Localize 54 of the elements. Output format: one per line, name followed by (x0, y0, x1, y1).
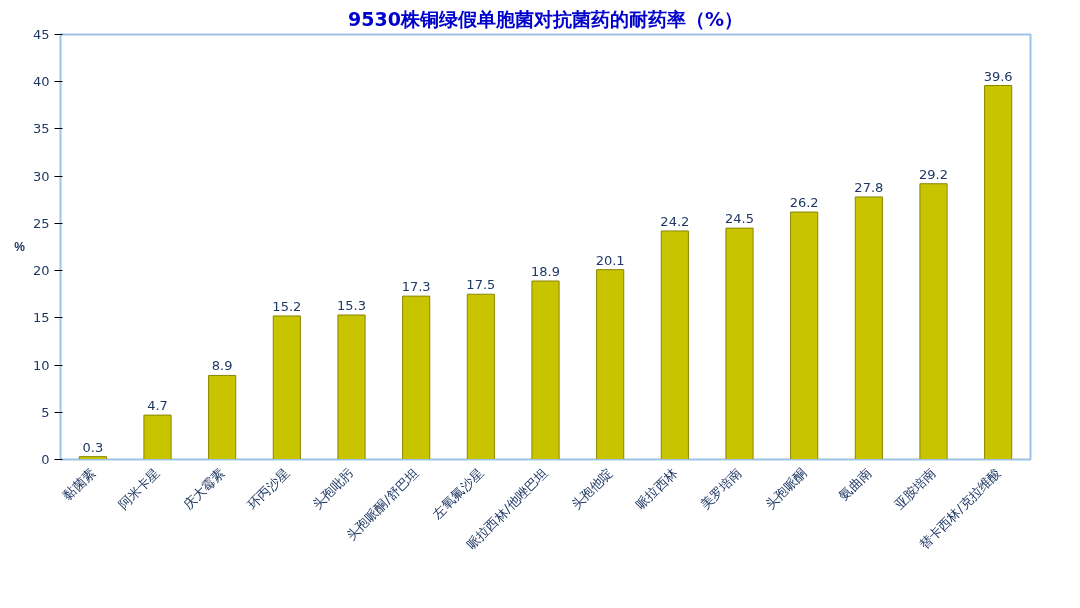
y-tick-label: 40 (32, 74, 50, 90)
x-tick-label: 美罗培南 (697, 465, 745, 513)
x-tick-label: 黏菌素 (59, 465, 99, 504)
data-label: 0.3 (82, 439, 104, 455)
bar (208, 374, 237, 460)
bar (402, 295, 431, 460)
y-axis-title: % (14, 240, 26, 254)
x-tick-label: 阿米卡星 (115, 465, 163, 513)
data-label: 15.2 (272, 298, 302, 314)
y-tick-label: 0 (41, 452, 50, 467)
y-tick-label: 45 (32, 27, 50, 42)
data-label: 8.9 (211, 358, 233, 374)
y-tick-label: 20 (32, 263, 50, 279)
bar (854, 196, 883, 460)
x-tick-label: 头孢吡肟 (309, 465, 357, 513)
data-label: 4.7 (147, 398, 168, 414)
y-tick-label: 5 (41, 404, 50, 420)
bar (531, 280, 560, 460)
x-tick-label: 亚胺培南 (891, 465, 939, 513)
y-tick-label: 15 (32, 310, 50, 326)
data-label: 17.3 (401, 279, 431, 295)
bar (984, 85, 1013, 460)
bar (596, 269, 625, 460)
x-tick-label: 左氧氟沙星 (429, 465, 487, 522)
data-label: 24.5 (725, 211, 754, 227)
data-label: 17.5 (466, 277, 496, 293)
bar (919, 183, 948, 460)
bar (725, 227, 754, 460)
data-label: 24.2 (660, 213, 690, 229)
bar (466, 293, 495, 460)
data-label: 29.2 (919, 166, 948, 182)
x-tick-label: 头孢哌酮 (762, 465, 810, 513)
bar (337, 314, 366, 460)
data-label: 26.2 (789, 195, 819, 211)
data-label: 20.1 (595, 252, 625, 268)
x-tick-label: 庆大霉素 (180, 465, 228, 513)
y-tick-label: 30 (32, 168, 50, 184)
y-tick-label: 10 (32, 357, 50, 373)
chart-title: 9530株铜绿假单胞菌对抗菌药的耐药率（%） (348, 7, 743, 30)
x-tick-label: 头孢他啶 (568, 465, 616, 513)
data-label: 15.3 (337, 298, 366, 313)
data-label: 18.9 (531, 264, 560, 279)
data-label: 39.6 (983, 68, 1013, 84)
data-label: 27.8 (854, 179, 884, 195)
bar (272, 315, 301, 460)
y-tick-label: 35 (32, 121, 50, 137)
bar (790, 211, 819, 460)
bar (143, 414, 172, 460)
bar (660, 230, 689, 460)
bar (78, 456, 107, 460)
x-tick-label: 哌拉西林 (632, 465, 681, 513)
x-tick-label: 氨曲南 (835, 465, 875, 504)
x-tick-label: 环丙沙星 (244, 465, 293, 513)
y-tick-label: 25 (32, 215, 50, 231)
